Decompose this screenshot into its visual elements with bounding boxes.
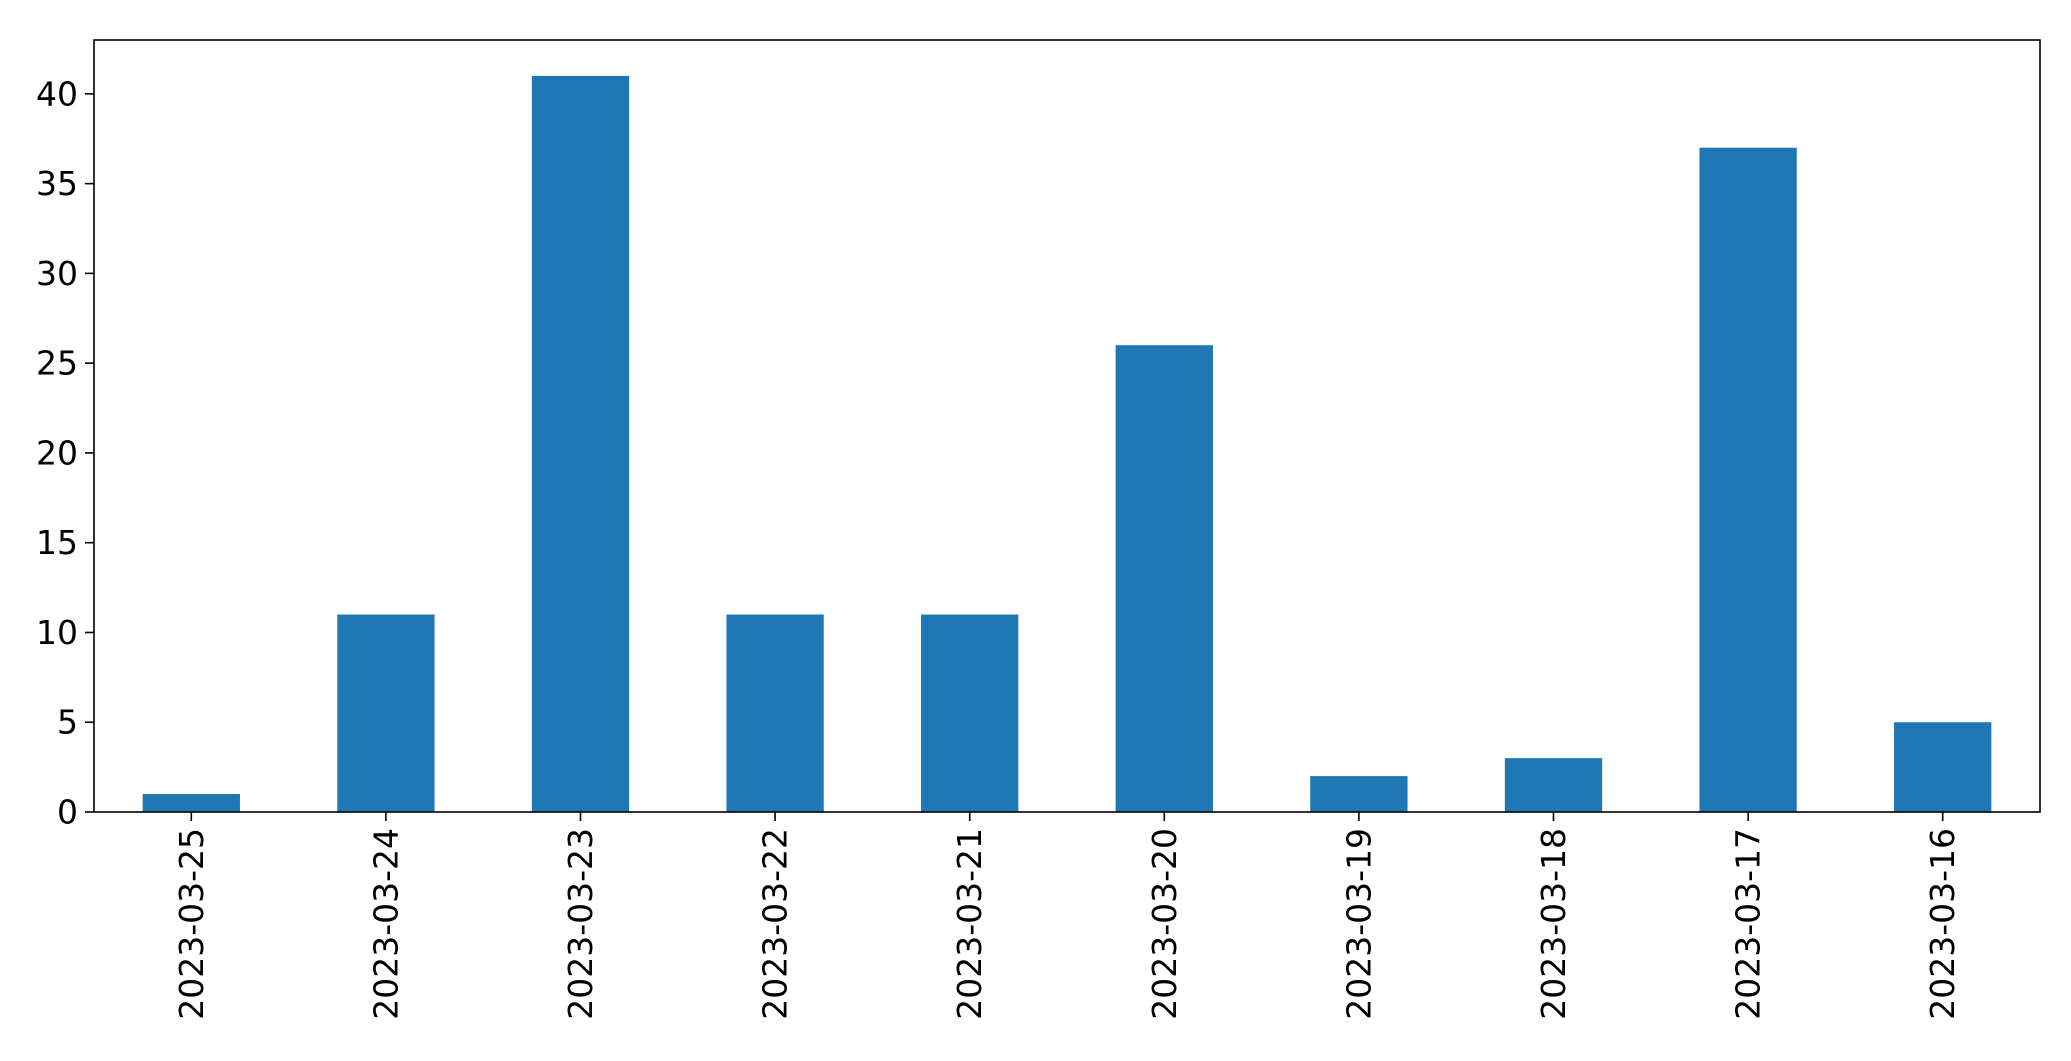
bar-2023-03-18: [1504, 758, 1603, 812]
y-tick-label-15: 15: [36, 523, 78, 562]
y-tick-label-0: 0: [57, 793, 78, 832]
y-tick-label-10: 10: [36, 613, 78, 652]
axes-layer: [93, 39, 2041, 813]
x-axis-ticks: 2023-03-25 2023-03-24 2023-03-23 2023-03-22…: [172, 812, 1962, 1020]
bar-2023-03-22: [726, 614, 824, 812]
bars-layer: [142, 75, 1992, 812]
bar-2023-03-25: [142, 794, 240, 812]
y-tick-label-35: 35: [36, 164, 78, 203]
x-tick-label-2023-03-22: 2023-03-22: [756, 828, 795, 1020]
y-tick-label-25: 25: [36, 344, 78, 383]
bar-2023-03-21: [921, 614, 1019, 812]
bar-2023-03-16: [1894, 722, 1992, 812]
x-tick-label-2023-03-17: 2023-03-17: [1729, 828, 1768, 1020]
x-tick-label-2023-03-19: 2023-03-19: [1339, 828, 1378, 1020]
x-tick-label-2023-03-24: 2023-03-24: [366, 828, 405, 1020]
bar-2023-03-19: [1310, 776, 1408, 812]
x-tick-label-2023-03-21: 2023-03-21: [950, 828, 989, 1020]
x-tick-label-2023-03-23: 2023-03-23: [561, 828, 600, 1020]
y-tick-label-5: 5: [57, 703, 78, 742]
x-tick-label-2023-03-16: 2023-03-16: [1923, 828, 1962, 1020]
bar-2023-03-17: [1699, 147, 1797, 812]
y-tick-label-20: 20: [36, 433, 78, 472]
x-tick-label-2023-03-25: 2023-03-25: [172, 828, 211, 1020]
bar-2023-03-24: [337, 614, 435, 812]
x-tick-label-2023-03-18: 2023-03-18: [1534, 828, 1573, 1020]
y-tick-label-30: 30: [36, 254, 78, 293]
plot-frame: [93, 39, 2041, 813]
y-tick-label-40: 40: [36, 74, 78, 113]
bar-2023-03-20: [1115, 345, 1213, 812]
bar-2023-03-23: [531, 75, 630, 812]
y-axis-ticks: 0 5 10 15 20 25 30 35 40: [36, 74, 94, 832]
x-tick-label-2023-03-20: 2023-03-20: [1145, 828, 1184, 1020]
